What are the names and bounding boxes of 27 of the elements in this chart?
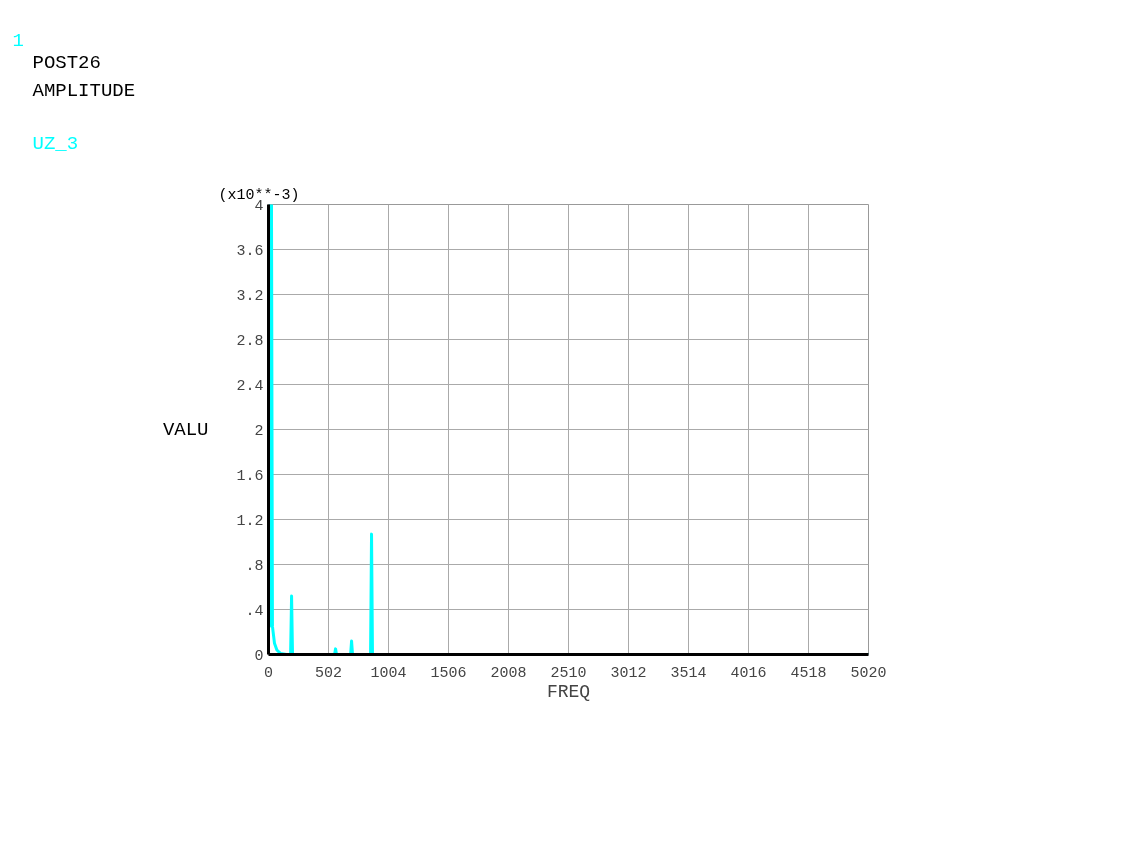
y-tick-label: 1.2 <box>236 512 264 530</box>
y-tick-label: 1.6 <box>236 467 264 485</box>
y-tick-label: 3.2 <box>236 287 264 305</box>
x-tick-label: 3012 <box>610 664 647 682</box>
x-tick-label: 2510 <box>550 664 587 682</box>
y-tick-label: 4 <box>254 197 264 215</box>
text: UZ_3 <box>32 132 79 155</box>
y-tick-label: .4 <box>245 602 264 620</box>
x-tick-label: 4518 <box>790 664 827 682</box>
x-tick-label: 4016 <box>730 664 767 682</box>
y-tick-label: 2.4 <box>236 377 264 395</box>
text: POST26 <box>32 51 101 74</box>
y-tick-label: 2.8 <box>236 332 264 350</box>
x-tick-label: 502 <box>315 664 343 682</box>
x-tick-label: 3514 <box>670 664 707 682</box>
x-tick-label: 1004 <box>370 664 407 682</box>
text: AMPLITUDE <box>32 79 136 102</box>
x-tick-label: 5020 <box>850 664 887 682</box>
x-tick-label: 2008 <box>490 664 527 682</box>
x-tick-label: 1506 <box>430 664 467 682</box>
y-tick-label: 2 <box>254 422 264 440</box>
y-axis-title: VALU <box>162 418 209 441</box>
y-tick-label: 3.6 <box>236 242 264 260</box>
y-tick-label: .8 <box>245 557 264 575</box>
y-tick-label: 0 <box>254 647 264 665</box>
text: 1 <box>12 29 24 52</box>
x-axis-title: FREQ <box>546 681 591 702</box>
